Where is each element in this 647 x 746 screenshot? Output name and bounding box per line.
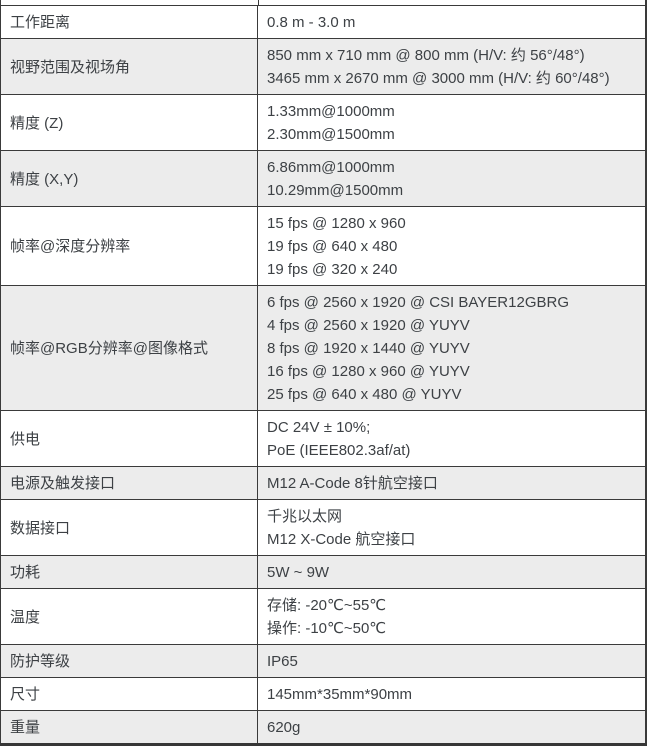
spec-label: 精度 (X,Y) [1, 151, 258, 206]
spec-row-temperature: 温度 存储: -20℃~55℃ 操作: -10℃~50℃ [1, 588, 645, 644]
spec-value: M12 A-Code 8针航空接口 [258, 467, 645, 499]
spec-value-line: 3465 mm x 2670 mm @ 3000 mm (H/V: 约 60°/… [267, 70, 610, 87]
spec-label: 防护等级 [1, 645, 258, 677]
spec-value-line: DC 24V ± 10%; [267, 419, 371, 436]
spec-label: 温度 [1, 589, 258, 644]
spec-value: 6 fps @ 2560 x 1920 @ CSI BAYER12GBRG 4 … [258, 286, 645, 410]
spec-row-depth-framerate: 帧率@深度分辨率 15 fps @ 1280 x 960 19 fps @ 64… [1, 206, 645, 285]
spec-value: 1.33mm@1000mm 2.30mm@1500mm [258, 95, 645, 150]
spec-value-line: 8 fps @ 1920 x 1440 @ YUYV [267, 340, 470, 357]
spec-value-line: 0.8 m - 3.0 m [267, 14, 356, 31]
spec-value-line: IP65 [267, 653, 298, 670]
spec-label: 工作距离 [1, 6, 258, 38]
spec-value: DC 24V ± 10%; PoE (IEEE802.3af/at) [258, 411, 645, 466]
spec-row-data-interface: 数据接口 千兆以太网 M12 X-Code 航空接口 [1, 499, 645, 555]
cropped-row-bottom [0, 743, 647, 746]
spec-value: 620g [258, 711, 645, 743]
spec-value: 千兆以太网 M12 X-Code 航空接口 [258, 500, 645, 555]
spec-value: 850 mm x 710 mm @ 800 mm (H/V: 约 56°/48°… [258, 39, 645, 94]
spec-table: 工作距离 0.8 m - 3.0 m 视野范围及视场角 850 mm x 710… [0, 5, 647, 743]
spec-value: 15 fps @ 1280 x 960 19 fps @ 640 x 480 1… [258, 207, 645, 285]
spec-value-line: 145mm*35mm*90mm [267, 686, 413, 703]
cropped-row-top [0, 0, 647, 5]
spec-row-weight: 重量 620g [1, 710, 645, 743]
spec-row-power-consumption: 功耗 5W ~ 9W [1, 555, 645, 588]
spec-value-line: 存储: -20℃~55℃ [267, 597, 387, 614]
spec-row-working-distance: 工作距离 0.8 m - 3.0 m [1, 5, 645, 38]
spec-label: 帧率@RGB分辨率@图像格式 [1, 286, 258, 410]
spec-label: 功耗 [1, 556, 258, 588]
spec-value-line: 10.29mm@1500mm [267, 182, 404, 199]
spec-label: 帧率@深度分辨率 [1, 207, 258, 285]
spec-value-line: 850 mm x 710 mm @ 800 mm (H/V: 约 56°/48°… [267, 47, 585, 64]
spec-value-line: 1.33mm@1000mm [267, 103, 395, 120]
spec-label: 电源及触发接口 [1, 467, 258, 499]
spec-label-text: 供电 [10, 430, 41, 448]
spec-label-text: 数据接口 [10, 519, 71, 537]
spec-row-rgb-framerate: 帧率@RGB分辨率@图像格式 6 fps @ 2560 x 1920 @ CSI… [1, 285, 645, 410]
spec-value-line: 19 fps @ 640 x 480 [267, 238, 398, 255]
spec-value-line: 25 fps @ 640 x 480 @ YUYV [267, 386, 462, 403]
spec-row-accuracy-z: 精度 (Z) 1.33mm@1000mm 2.30mm@1500mm [1, 94, 645, 150]
spec-row-dimensions: 尺寸 145mm*35mm*90mm [1, 677, 645, 710]
spec-value-line: 6 fps @ 2560 x 1920 @ CSI BAYER12GBRG [267, 294, 569, 311]
spec-label-text: 尺寸 [10, 686, 41, 703]
spec-label-text: 视野范围及视场角 [10, 58, 131, 76]
spec-label-text: 防护等级 [10, 653, 71, 670]
spec-value-line: 2.30mm@1500mm [267, 126, 395, 143]
spec-value-line: M12 A-Code 8针航空接口 [267, 475, 438, 492]
spec-value-line: 千兆以太网 [267, 508, 343, 525]
spec-label: 精度 (Z) [1, 95, 258, 150]
spec-label-text: 电源及触发接口 [10, 475, 116, 492]
spec-label-text: 精度 (Z) [10, 114, 64, 132]
spec-value-line: 6.86mm@1000mm [267, 159, 395, 176]
spec-value-line: 5W ~ 9W [267, 564, 330, 581]
spec-label: 尺寸 [1, 678, 258, 710]
spec-value-line: 16 fps @ 1280 x 960 @ YUYV [267, 363, 470, 380]
spec-label-text: 帧率@深度分辨率 [10, 238, 131, 255]
spec-label: 视野范围及视场角 [1, 39, 258, 94]
spec-value-line: 15 fps @ 1280 x 960 [267, 215, 406, 232]
spec-label: 重量 [1, 711, 258, 743]
spec-label: 供电 [1, 411, 258, 466]
spec-value-line: M12 X-Code 航空接口 [267, 531, 416, 548]
spec-value: 0.8 m - 3.0 m [258, 6, 645, 38]
spec-row-protection-rating: 防护等级 IP65 [1, 644, 645, 677]
spec-row-fov: 视野范围及视场角 850 mm x 710 mm @ 800 mm (H/V: … [1, 38, 645, 94]
spec-row-accuracy-xy: 精度 (X,Y) 6.86mm@1000mm 10.29mm@1500mm [1, 150, 645, 206]
spec-label: 数据接口 [1, 500, 258, 555]
spec-row-power-trigger-interface: 电源及触发接口 M12 A-Code 8针航空接口 [1, 466, 645, 499]
spec-label-text: 帧率@RGB分辨率@图像格式 [10, 340, 208, 357]
spec-value-line: 620g [267, 719, 301, 736]
spec-label-text: 温度 [10, 608, 41, 626]
spec-label-text: 精度 (X,Y) [10, 170, 79, 188]
spec-value-line: 操作: -10℃~50℃ [267, 620, 387, 637]
spec-row-power-supply: 供电 DC 24V ± 10%; PoE (IEEE802.3af/at) [1, 410, 645, 466]
spec-value: IP65 [258, 645, 645, 677]
spec-value-line: 19 fps @ 320 x 240 [267, 261, 398, 278]
spec-value: 145mm*35mm*90mm [258, 678, 645, 710]
spec-label-text: 工作距离 [10, 14, 71, 31]
spec-value: 6.86mm@1000mm 10.29mm@1500mm [258, 151, 645, 206]
spec-value: 存储: -20℃~55℃ 操作: -10℃~50℃ [258, 589, 645, 644]
spec-value: 5W ~ 9W [258, 556, 645, 588]
spec-label-text: 重量 [10, 719, 41, 736]
spec-label-text: 功耗 [10, 564, 41, 581]
spec-value-line: 4 fps @ 2560 x 1920 @ YUYV [267, 317, 470, 334]
spec-value-line: PoE (IEEE802.3af/at) [267, 442, 411, 459]
